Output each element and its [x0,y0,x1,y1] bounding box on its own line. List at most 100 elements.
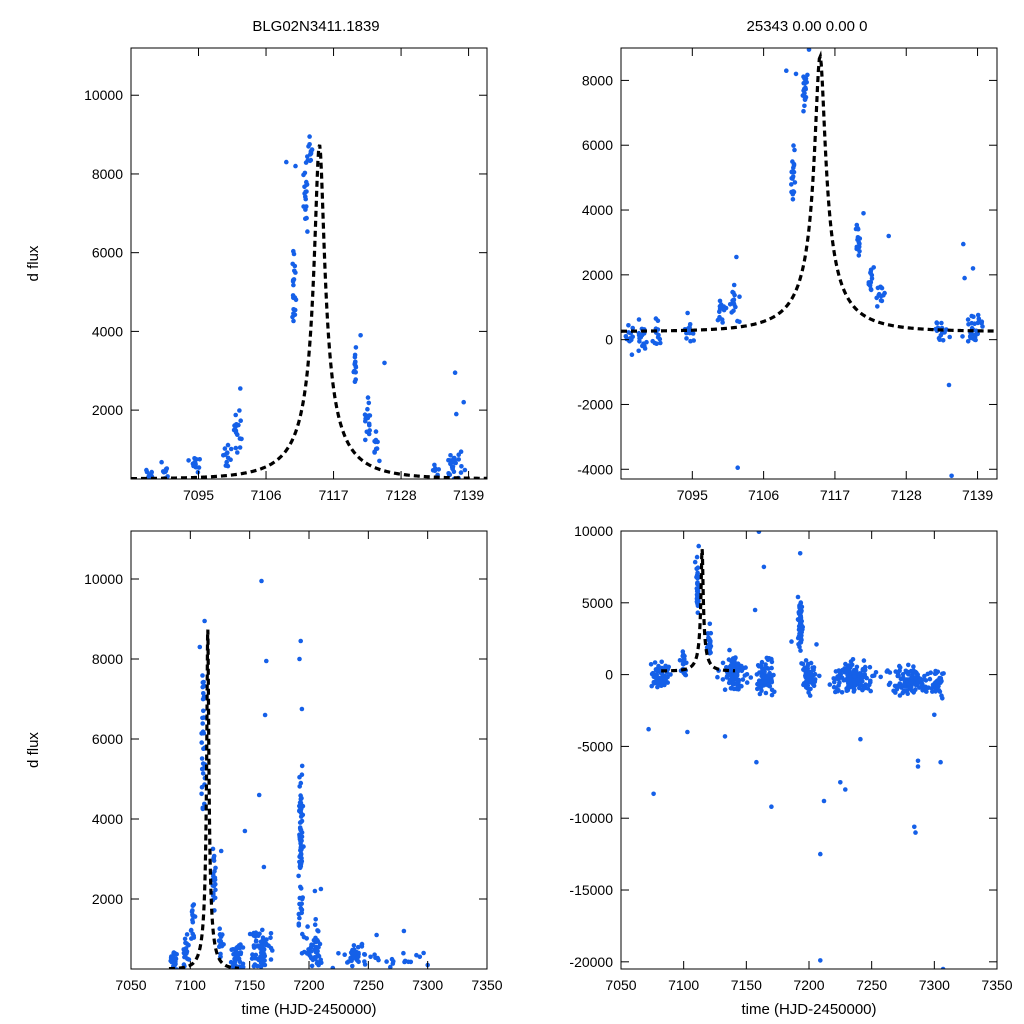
data-point [722,734,728,739]
data-point [906,672,911,677]
data-point [771,672,776,678]
data-point [769,678,774,683]
x-tick-label: 7200 [293,977,324,993]
data-point [303,205,308,210]
data-point [293,163,298,169]
data-point [353,345,359,350]
data-point [447,472,453,478]
data-point [292,307,298,313]
data-point [836,687,841,693]
data-point [454,411,459,417]
data-point [197,457,202,462]
data-point [797,631,802,636]
data-point [173,961,178,967]
y-axis-label: d flux [25,732,42,768]
data-point [932,712,937,718]
data-point [296,921,302,926]
data-point [756,531,762,534]
data-point [201,715,207,720]
data-point [735,679,740,684]
data-point [654,674,660,680]
data-point [190,919,196,925]
data-point [862,672,867,677]
data-point [651,679,657,685]
data-point [759,680,764,685]
data-point [861,211,866,216]
data-point [249,956,255,961]
data-point [663,663,668,669]
data-point [644,339,649,345]
data-point [687,330,692,336]
data-point [789,182,794,187]
data-point [865,686,871,691]
data-point [298,638,304,644]
data-point [305,924,310,929]
x-tick-label: 7050 [115,977,146,993]
data-point [743,665,748,670]
data-point [219,943,225,949]
panel-top-right: 7095 7106 7117 7128 7139 -4000 -2000 0 2000 4000 6… [577,47,998,503]
data-point [724,673,730,679]
panel-top-left: 7095 7106 7117 7128 7139 2000 4000 6000 8000 1000… [25,47,488,503]
y-tick-label: 6000 [92,245,123,261]
data-point [764,675,769,681]
data-point [845,678,850,684]
data-point [461,399,467,405]
data-point [299,763,305,769]
data-point [197,644,203,650]
data-point [636,333,642,338]
data-point [941,671,946,676]
data-point [934,320,940,326]
data-point [657,336,663,342]
data-point [211,883,217,889]
data-point [803,685,809,690]
data-point [345,960,350,965]
data-point [336,951,341,956]
y-tick-label: -15000 [569,882,613,898]
data-point [303,216,308,221]
data-point [759,684,764,690]
data-point [801,667,806,672]
data-point [685,729,690,735]
data-point [270,948,275,953]
data-point [769,692,775,698]
data-point [744,680,750,685]
y-tick-label: 4000 [92,323,123,339]
data-point [861,658,867,663]
data-point [696,543,701,549]
data-point [717,304,723,309]
data-point [763,662,768,667]
data-point [401,950,406,956]
data-point [240,964,246,969]
data-point [808,660,814,666]
x-tick-label: 7200 [793,977,824,993]
data-point [738,684,743,689]
x-tick-label: 7150 [234,977,265,993]
data-point [255,943,261,948]
data-point [233,445,239,451]
data-point [235,450,240,455]
data-point [649,683,654,689]
data-point [291,251,297,257]
data-point [853,667,859,673]
data-point [374,932,379,938]
data-point [353,363,358,369]
data-point [222,452,228,458]
x-tick-label: 7139 [453,487,484,503]
data-point [938,759,943,765]
panel-bottom-left: 7050 7100 7150 7200 7250 7300 7350 2000 4000 6000… [25,530,503,1018]
data-point [798,600,804,605]
data-point [734,254,739,260]
data-point [912,824,917,830]
data-point [831,676,836,681]
y-tick-label: 5000 [582,595,613,611]
data-point [188,928,194,933]
data-point [869,276,875,281]
data-point [814,642,819,647]
data-point [299,855,304,861]
model-curve [168,629,240,969]
data-point [694,592,700,597]
data-point [909,688,915,694]
data-point [960,334,965,339]
data-point [694,566,699,572]
